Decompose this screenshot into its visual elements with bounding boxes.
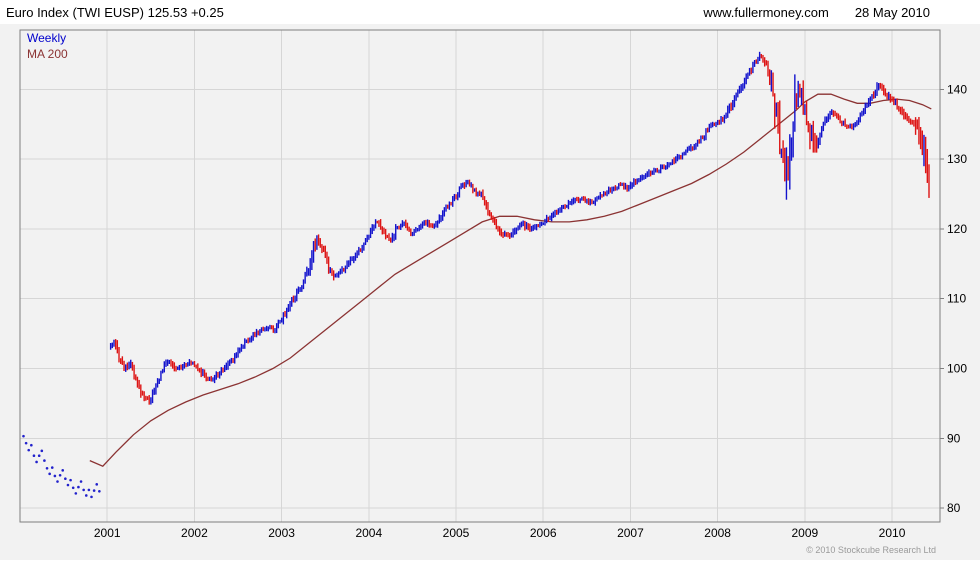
legend-weekly-label: Weekly xyxy=(27,31,67,45)
price-chart-svg: 80 90 100 110 120 130 140 2001 2002 2003 2004 2005 2… xyxy=(19,29,967,540)
chart-area: 80 90 100 110 120 130 140 2001 2002 2003 2004 2005 2… xyxy=(0,24,980,560)
svg-text:2007: 2007 xyxy=(617,526,644,540)
title-bar: Euro Index (TWI EUSP) 125.53 +0.25 www.f… xyxy=(0,0,980,24)
svg-text:2009: 2009 xyxy=(791,526,818,540)
svg-text:140: 140 xyxy=(947,82,967,96)
svg-text:2006: 2006 xyxy=(530,526,557,540)
svg-text:2003: 2003 xyxy=(268,526,295,540)
svg-text:130: 130 xyxy=(947,152,967,166)
svg-text:2002: 2002 xyxy=(181,526,208,540)
svg-text:2001: 2001 xyxy=(94,526,121,540)
svg-text:2010: 2010 xyxy=(879,526,906,540)
legend-ma200-label: MA 200 xyxy=(27,47,68,61)
date-label: 28 May 2010 xyxy=(854,4,930,20)
svg-text:2005: 2005 xyxy=(443,526,470,540)
chart-title: Euro Index (TWI EUSP) 125.53 +0.25 xyxy=(6,4,224,20)
svg-text:120: 120 xyxy=(947,222,967,236)
svg-text:80: 80 xyxy=(947,501,961,515)
svg-text:2004: 2004 xyxy=(355,526,382,540)
legend: Weekly MA 200 xyxy=(27,30,68,62)
svg-text:2008: 2008 xyxy=(704,526,731,540)
website-link[interactable]: www.fullermoney.com xyxy=(703,4,829,20)
svg-text:90: 90 xyxy=(947,431,961,445)
svg-text:110: 110 xyxy=(947,292,966,306)
svg-text:100: 100 xyxy=(947,361,967,375)
copyright-notice: © 2010 Stockcube Research Ltd xyxy=(806,545,936,555)
